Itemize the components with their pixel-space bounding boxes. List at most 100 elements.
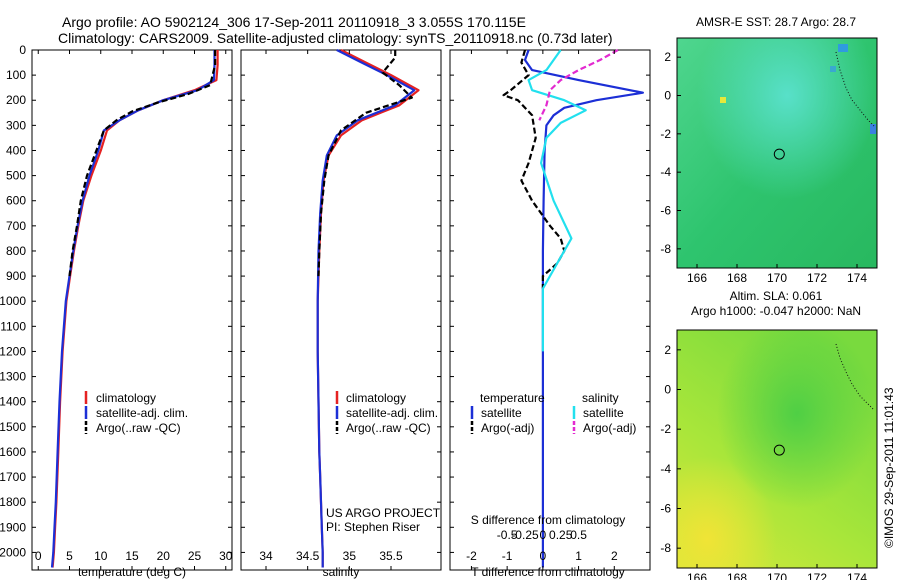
lon-tick-label: 170 — [767, 571, 787, 580]
x-tick-label: 34.5 — [296, 549, 320, 563]
legend-label-sal-argo: Argo(-adj) — [583, 421, 636, 435]
x-tick-label: 25 — [188, 549, 202, 563]
sst-pixel-cell — [720, 97, 726, 103]
depth-tick-label: 300 — [6, 118, 26, 132]
lon-tick-label: 168 — [727, 271, 747, 285]
depth-tick-label: 1400 — [0, 395, 26, 409]
difference-legend: temperature salinity satellite Argo(-adj… — [470, 391, 636, 435]
salinity-axes-frame — [240, 49, 442, 571]
depth-tick-label: 1600 — [0, 445, 26, 459]
series-line-satellite — [527, 49, 587, 352]
s-diff-tick-label: 0.5 — [570, 528, 587, 542]
series-line-argo-raw-qc — [317, 50, 413, 277]
x-tick-label: 2 — [611, 549, 618, 563]
figure-title-line1: Argo profile: AO 5902124_306 17-Sep-2011… — [62, 14, 526, 30]
x-tick-label: 0 — [540, 549, 547, 563]
depth-tick-label: 0 — [19, 43, 26, 57]
sst-pixel-cell — [838, 44, 848, 52]
depth-tick-label: 1300 — [0, 370, 26, 384]
imos-watermark: ©IMOS 29-Sep-2011 11:01:43 — [882, 387, 896, 548]
x-tick-label: 10 — [94, 549, 108, 563]
sla-low-anomaly — [677, 330, 877, 568]
depth-tick-label: 1500 — [0, 420, 26, 434]
s-diff-tick-label: -0.5 — [497, 528, 518, 542]
temperature-axes-frame — [31, 49, 233, 571]
temperature-panel: 0 5 10 15 20 25 30 0 100 200 300 400 500 600 700 800 90… — [0, 43, 233, 579]
lat-tick-label: -2 — [660, 127, 671, 141]
x-tick-label: -2 — [466, 549, 477, 563]
difference-panel: -2 -1 0 1 2 S difference from climatology -0… — [449, 49, 651, 579]
s-diff-tick-label: 0.25 — [549, 528, 573, 542]
x-tick-label: 35.5 — [379, 549, 403, 563]
series-line-argo-adj — [538, 49, 619, 121]
depth-tick-label: 1700 — [0, 470, 26, 484]
lat-tick-label: -2 — [660, 422, 671, 436]
x-tick-label: 35 — [343, 549, 357, 563]
depth-tick-label: 800 — [6, 244, 26, 258]
lon-tick-label: 166 — [687, 271, 707, 285]
lon-tick-label: 172 — [807, 571, 827, 580]
lat-tick-label: -6 — [660, 204, 671, 218]
depth-tick-label: 600 — [6, 194, 26, 208]
sst-map-title: AMSR-E SST: 28.7 Argo: 28.7 — [696, 15, 856, 29]
legend-label-climatology: climatology — [96, 391, 156, 405]
lat-tick-label: -8 — [660, 242, 671, 256]
x-tick-label: 5 — [66, 549, 73, 563]
sst-warm-anomaly — [677, 38, 877, 268]
lat-tick-label: 2 — [664, 343, 671, 357]
float-position-marker — [773, 444, 785, 456]
series-line-argo-adj — [502, 49, 566, 289]
sst-pixel-cell — [870, 124, 876, 134]
series-line-satellite-adj-clim — [316, 49, 416, 568]
float-position-marker — [773, 148, 785, 160]
lat-tick-label: 0 — [664, 383, 671, 397]
salinity-panel: 34 34.5 35 35.5 salinity climatology satell… — [240, 49, 442, 579]
temperature-legend: climatology satellite-adj. clim. Argo(..… — [84, 391, 188, 435]
x-tick-label: 15 — [125, 549, 139, 563]
depth-tick-label: 1200 — [0, 344, 26, 358]
sst-map-panel: AMSR-E SST: 28.7 Argo: 28.7 166 168 170 172… — [660, 15, 878, 285]
x-tick-label: 30 — [219, 549, 233, 563]
depth-tick-label: 500 — [6, 169, 26, 183]
legend-label-argo: Argo(..raw -QC) — [96, 421, 181, 435]
lon-tick-label: 166 — [687, 571, 707, 580]
lat-tick-label: -6 — [660, 502, 671, 516]
legend-label-satellite: satellite-adj. clim. — [96, 406, 188, 420]
depth-tick-label: 700 — [6, 219, 26, 233]
s-diff-tick-label: 0 — [540, 528, 547, 542]
x-tick-label: 0 — [35, 549, 42, 563]
x-tick-label: -1 — [502, 549, 513, 563]
legend-label-temp-argo: Argo(-adj) — [481, 421, 534, 435]
lon-tick-label: 170 — [767, 271, 787, 285]
legend-label-climatology: climatology — [346, 391, 406, 405]
t-difference-xlabel: T difference from climatology — [471, 565, 625, 579]
salinity-xlabel: salinity — [323, 565, 360, 579]
figure-title-line2: Climatology: CARS2009. Satellite-adjuste… — [58, 30, 613, 46]
depth-tick-label: 1800 — [0, 495, 26, 509]
x-tick-label: 34 — [259, 549, 273, 563]
sla-map-subtitle: Argo h1000: -0.047 h2000: NaN — [691, 304, 861, 318]
s-diff-tick-label: -0.25 — [511, 528, 539, 542]
difference-axes-frame — [449, 49, 651, 571]
depth-tick-label: 1900 — [0, 520, 26, 534]
project-credit: US ARGO PROJECT — [326, 506, 441, 520]
lat-tick-label: -4 — [660, 165, 671, 179]
legend-label-temp-satellite: satellite — [481, 406, 522, 420]
lon-tick-label: 168 — [727, 571, 747, 580]
sst-pixel-cell — [830, 66, 836, 72]
lat-tick-label: -4 — [660, 462, 671, 476]
legend-title-salinity: salinity — [582, 391, 619, 405]
lat-tick-label: 2 — [664, 50, 671, 64]
series-line-satellite — [523, 49, 645, 568]
lon-tick-label: 174 — [847, 271, 867, 285]
salinity-legend: climatology satellite-adj. clim. Argo(..… — [335, 391, 438, 435]
s-difference-xlabel: S difference from climatology — [471, 513, 626, 527]
depth-tick-label: 200 — [6, 93, 26, 107]
depth-tick-label: 2000 — [0, 545, 26, 559]
coastline — [835, 51, 875, 127]
legend-label-satellite: satellite-adj. clim. — [346, 406, 438, 420]
depth-tick-label: 100 — [6, 68, 26, 82]
legend-label-argo: Argo(..raw -QC) — [346, 421, 431, 435]
sla-map-panel: Altim. SLA: 0.061 Argo h1000: -0.047 h20… — [660, 289, 878, 580]
lon-tick-label: 174 — [847, 571, 867, 580]
